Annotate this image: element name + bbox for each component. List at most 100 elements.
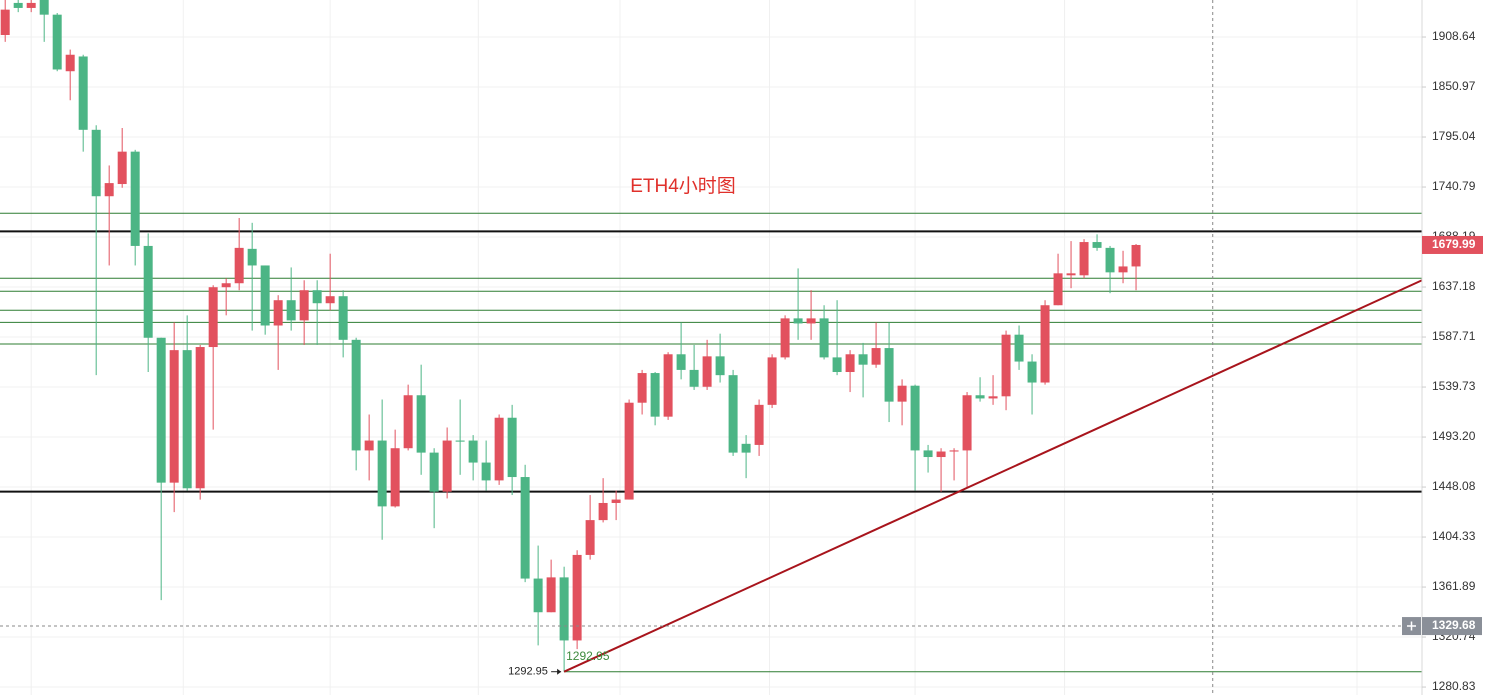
y-tick-label: 1448.08: [1432, 479, 1476, 493]
candle-body: [624, 402, 634, 500]
overlay: 1292.95 1292.95: [0, 0, 1423, 695]
current-price-box: [1422, 235, 1483, 254]
candle-body: [910, 385, 920, 451]
candle-body: [221, 283, 231, 288]
crosshair-label-box: [1422, 617, 1482, 636]
current-price-label: 1679.99: [1432, 237, 1476, 251]
y-tick-label: 1539.73: [1432, 379, 1476, 393]
candle-body: [39, 0, 49, 15]
candle-body: [1092, 242, 1102, 248]
candle-body: [52, 14, 62, 70]
candle-body: [26, 2, 36, 8]
y-tick-label: 1587.71: [1432, 329, 1476, 343]
candle-body: [949, 450, 959, 452]
candle-body: [260, 265, 270, 326]
candle-body: [455, 440, 465, 442]
candle-body: [1027, 361, 1037, 383]
candle-body: [325, 296, 335, 304]
candle-body: [585, 520, 595, 555]
candle-body: [286, 300, 296, 321]
candle-body: [494, 417, 504, 481]
candle-body: [520, 477, 530, 579]
candle-body: [429, 452, 439, 492]
candle-body: [390, 448, 400, 507]
candle-body: [338, 296, 348, 340]
candle-body: [273, 300, 283, 326]
candle-body: [936, 451, 946, 458]
candle-body: [65, 54, 75, 72]
y-tick-label: 1404.33: [1432, 529, 1476, 543]
candle-body: [702, 356, 712, 387]
candle-body: [377, 440, 387, 507]
candle-body: [104, 183, 114, 197]
candle-body: [481, 462, 491, 481]
candle-body: [403, 395, 413, 449]
candle-body: [299, 290, 309, 321]
candle-body: [637, 373, 647, 403]
candle-body: [832, 357, 842, 373]
y-tick-label: 1637.18: [1432, 279, 1476, 293]
candle-body: [208, 287, 218, 348]
candle-body: [0, 9, 10, 36]
candle-body: [1105, 247, 1115, 273]
candle-body: [598, 502, 608, 521]
candle-body: [728, 375, 738, 453]
candle-body: [130, 151, 140, 246]
candle-body: [1014, 334, 1024, 362]
candle-body: [676, 354, 686, 370]
candle-body: [1079, 242, 1089, 276]
low-label: 1292.95: [508, 666, 548, 678]
low-label-high: 1292.95: [566, 649, 610, 663]
candle-body: [754, 404, 764, 445]
candle-body: [13, 2, 23, 8]
candle-body: [1053, 273, 1063, 306]
candle-body: [312, 290, 322, 304]
candle-body: [611, 499, 621, 503]
candle-body: [468, 440, 478, 463]
chart-title: ETH4小时图: [630, 175, 736, 197]
candle-body: [884, 348, 894, 402]
candle-body: [416, 395, 426, 453]
candle-body: [1131, 244, 1141, 267]
candle-body: [117, 151, 127, 185]
crosshair-label: 1329.68: [1432, 618, 1476, 632]
candle-body: [546, 577, 556, 613]
candle-body: [663, 354, 673, 417]
candle-body: [572, 554, 582, 641]
candle-body: [364, 440, 374, 451]
candle-body: [858, 354, 868, 365]
candle-body: [195, 347, 205, 489]
candle-body: [897, 385, 907, 402]
y-tick-label: 1908.64: [1432, 29, 1476, 43]
candle-body: [1001, 334, 1011, 397]
candle-body: [247, 248, 257, 266]
candle-body: [442, 440, 452, 492]
candle-body: [78, 56, 88, 130]
candle-body: [156, 337, 166, 483]
candle-body: [793, 318, 803, 324]
candle-body: [715, 356, 725, 376]
candle-body: [507, 417, 517, 478]
candle-body: [143, 245, 153, 338]
trendline: [563, 279, 1423, 673]
y-tick-label: 1493.20: [1432, 429, 1476, 443]
candle-body: [182, 350, 192, 489]
candle-body: [975, 395, 985, 399]
y-tick-label: 1280.83: [1432, 679, 1476, 693]
candle-body: [806, 318, 816, 324]
candles: [0, 0, 1141, 672]
candle-body: [988, 396, 998, 399]
candle-body: [962, 395, 972, 451]
candle-body: [533, 578, 543, 613]
candle-body: [871, 348, 881, 365]
y-tick-label: 1361.89: [1432, 579, 1476, 593]
candle-body: [819, 318, 829, 358]
y-tick-label: 1795.04: [1432, 129, 1476, 143]
candle-body: [351, 339, 361, 451]
candle-body: [780, 318, 790, 358]
low-arrow-head: [557, 668, 562, 675]
crosshair-plus: [1407, 621, 1416, 631]
candle-body: [689, 369, 699, 387]
